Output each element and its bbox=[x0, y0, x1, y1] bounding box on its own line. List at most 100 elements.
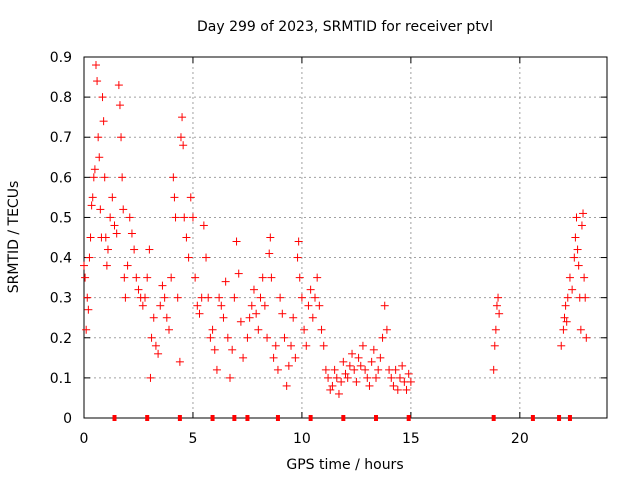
y-tick-label: 0.1 bbox=[50, 371, 72, 387]
data-point bbox=[291, 353, 300, 362]
data-point bbox=[490, 341, 499, 350]
x-tick-labels: 0 5 10 15 20 bbox=[80, 431, 529, 447]
data-point bbox=[145, 245, 154, 254]
data-point bbox=[308, 313, 317, 322]
data-point bbox=[560, 313, 569, 322]
data-point bbox=[326, 385, 335, 394]
data-point bbox=[121, 293, 130, 302]
data-point bbox=[297, 293, 306, 302]
data-point bbox=[99, 117, 108, 126]
zero-marker bbox=[275, 415, 280, 421]
zero-marker bbox=[557, 415, 562, 421]
data-point bbox=[402, 385, 411, 394]
data-point bbox=[570, 253, 579, 262]
data-point bbox=[306, 285, 315, 294]
data-point bbox=[206, 333, 215, 342]
data-point bbox=[96, 205, 105, 214]
data-point bbox=[568, 285, 577, 294]
data-point bbox=[243, 333, 252, 342]
data-point bbox=[210, 345, 219, 354]
data-point bbox=[345, 361, 354, 370]
y-tick-label: 0.8 bbox=[50, 90, 72, 106]
data-point bbox=[93, 77, 102, 86]
data-point bbox=[130, 245, 139, 254]
data-point bbox=[334, 389, 343, 398]
axis-ticks bbox=[83, 56, 607, 419]
data-point bbox=[315, 301, 324, 310]
data-point bbox=[354, 353, 363, 362]
data-point bbox=[125, 213, 134, 222]
x-axis-label: GPS time / hours bbox=[286, 457, 403, 473]
data-point bbox=[391, 365, 400, 374]
data-point bbox=[247, 301, 256, 310]
data-point bbox=[199, 221, 208, 230]
data-point bbox=[215, 293, 224, 302]
data-point bbox=[146, 373, 155, 382]
data-point bbox=[352, 377, 361, 386]
data-point bbox=[271, 341, 280, 350]
x-tick-label: 5 bbox=[188, 431, 197, 447]
zero-marker bbox=[530, 415, 535, 421]
data-point bbox=[398, 361, 407, 370]
data-point bbox=[154, 349, 163, 358]
grid-lines bbox=[84, 57, 607, 418]
data-point bbox=[108, 193, 117, 202]
data-point bbox=[330, 365, 339, 374]
y-tick-label: 0.9 bbox=[50, 50, 72, 66]
data-point bbox=[208, 325, 217, 334]
data-point bbox=[98, 93, 107, 102]
y-tick-label: 0 bbox=[63, 411, 72, 427]
data-point bbox=[491, 325, 500, 334]
data-point bbox=[380, 301, 389, 310]
data-point bbox=[358, 341, 367, 350]
data-point bbox=[561, 301, 570, 310]
data-point bbox=[572, 213, 581, 222]
zero-marker bbox=[374, 415, 379, 421]
data-point bbox=[110, 221, 119, 230]
data-point bbox=[557, 341, 566, 350]
zero-marker bbox=[145, 415, 150, 421]
data-point bbox=[95, 153, 104, 162]
data-point bbox=[88, 193, 97, 202]
data-point bbox=[339, 357, 348, 366]
data-point bbox=[219, 313, 228, 322]
data-point bbox=[378, 333, 387, 342]
data-point bbox=[267, 273, 276, 282]
data-point bbox=[90, 165, 99, 174]
data-point bbox=[87, 201, 96, 210]
data-point bbox=[313, 273, 322, 282]
data-point bbox=[123, 261, 132, 270]
zero-markers bbox=[112, 415, 572, 421]
data-point bbox=[389, 381, 398, 390]
data-point bbox=[134, 285, 143, 294]
x-tick-label: 10 bbox=[293, 431, 311, 447]
zero-marker bbox=[245, 415, 250, 421]
data-point bbox=[256, 293, 265, 302]
data-point bbox=[223, 333, 232, 342]
data-point bbox=[232, 237, 241, 246]
data-point bbox=[295, 273, 304, 282]
data-point bbox=[343, 373, 352, 382]
data-point bbox=[85, 253, 94, 262]
y-tick-label: 0.5 bbox=[50, 210, 72, 226]
data-point bbox=[226, 373, 235, 382]
y-tick-label: 0.7 bbox=[50, 130, 72, 146]
data-point bbox=[169, 173, 178, 182]
data-point bbox=[321, 365, 330, 374]
data-point bbox=[89, 173, 98, 182]
x-tick-label: 0 bbox=[80, 431, 89, 447]
data-point bbox=[581, 293, 590, 302]
data-point bbox=[576, 325, 585, 334]
data-point bbox=[287, 341, 296, 350]
data-point bbox=[372, 373, 381, 382]
data-point bbox=[252, 309, 261, 318]
data-point bbox=[175, 357, 184, 366]
data-point bbox=[577, 221, 586, 230]
data-point bbox=[363, 373, 372, 382]
data-point bbox=[170, 193, 179, 202]
zero-marker bbox=[341, 415, 346, 421]
data-point bbox=[91, 61, 100, 70]
data-point bbox=[141, 293, 150, 302]
data-point bbox=[94, 133, 103, 142]
data-point bbox=[310, 293, 319, 302]
